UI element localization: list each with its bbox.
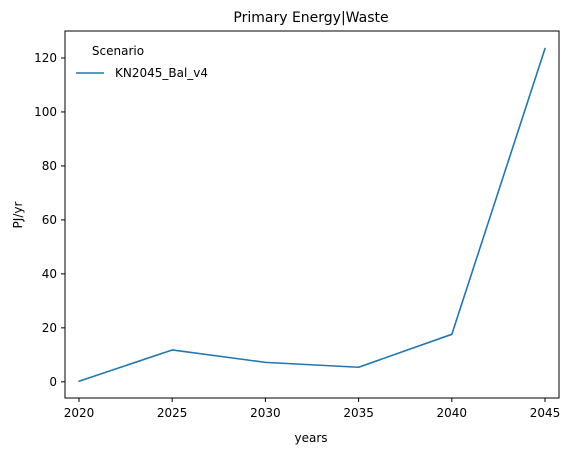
x-axis-label: years	[294, 431, 327, 445]
y-axis-label: PJ/yr	[11, 202, 25, 229]
x-tick-label: 2035	[343, 406, 374, 420]
x-tick-label: 2045	[530, 406, 561, 420]
axes-frame	[64, 30, 560, 399]
y-tick-label: 20	[42, 321, 57, 335]
y-tick-label: 80	[42, 159, 57, 173]
legend-entry-label: KN2045_Bal_v4	[115, 66, 208, 80]
x-axis: 2020 2025 2030 2035 2040 2045	[64, 398, 561, 420]
y-tick-label: 40	[42, 267, 57, 281]
y-axis: 0 20 40 60 80 100 120	[34, 51, 65, 389]
x-tick-label: 2040	[437, 406, 468, 420]
series-layer	[78, 47, 546, 383]
y-tick-label: 60	[42, 213, 57, 227]
y-tick-label: 100	[34, 105, 57, 119]
x-tick-label: 2030	[250, 406, 281, 420]
y-tick-label: 0	[49, 375, 57, 389]
x-tick-label: 2020	[64, 406, 95, 420]
chart-title: Primary Energy|Waste	[233, 10, 388, 26]
legend-title: Scenario	[92, 44, 144, 58]
x-tick-label: 2025	[157, 406, 188, 420]
legend: Scenario KN2045_Bal_v4	[76, 44, 208, 80]
series-line	[78, 47, 546, 383]
y-tick-label: 120	[34, 51, 57, 65]
plot-area	[64, 30, 560, 399]
